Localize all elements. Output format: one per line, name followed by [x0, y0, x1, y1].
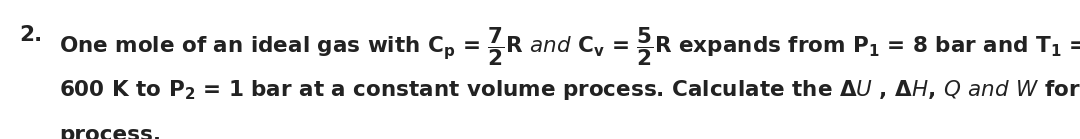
Text: One mole of an ideal gas with $\mathbf{C_p}$ = $\mathbf{\dfrac{7}{2}}$$\mathbf{R: One mole of an ideal gas with $\mathbf{C… [59, 25, 1080, 68]
Text: 600 K to P$\mathbf{_2}$ = 1 bar at a constant volume process. Calculate the $\ma: 600 K to P$\mathbf{_2}$ = 1 bar at a con… [59, 78, 1080, 102]
Text: 2.: 2. [19, 25, 43, 45]
Text: process.: process. [59, 125, 162, 139]
